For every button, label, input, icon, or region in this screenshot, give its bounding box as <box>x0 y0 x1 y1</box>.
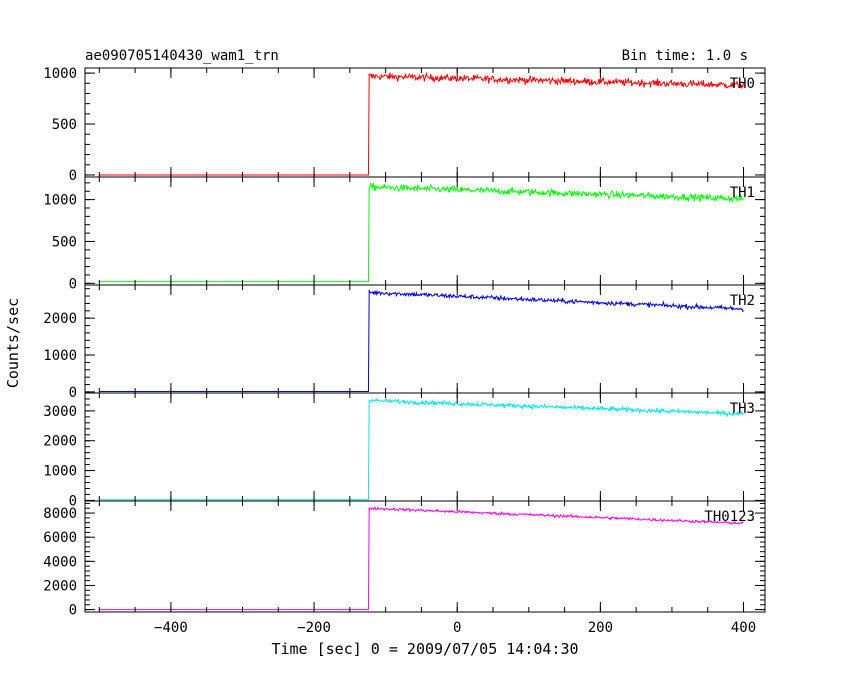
series-line-th0123 <box>99 506 744 611</box>
panel-th0123: 0 2000 4000 6000 8000 TH0123 <box>43 500 766 619</box>
bin-time-label: Bin time: 1.0 s <box>622 48 748 64</box>
series-line-th3 <box>99 397 744 501</box>
panel-frame <box>84 284 766 394</box>
panel-th2: 0 1000 2000 TH2 <box>43 284 766 401</box>
panel-th3: 0 1000 2000 3000 TH3 <box>43 392 766 509</box>
panel-frame <box>84 176 766 286</box>
y-tick-label: 2000 <box>43 311 77 327</box>
x-tick-label: −400 <box>154 620 188 636</box>
y-tick-label: 0 <box>69 276 77 292</box>
x-tick-label: −200 <box>297 620 331 636</box>
x-axis: −400 −200 0 200 400 <box>154 620 756 636</box>
series-label: TH3 <box>730 401 755 417</box>
y-tick-label: 2000 <box>43 578 77 594</box>
series-label: TH2 <box>730 293 755 309</box>
y-tick-label: 1000 <box>43 66 77 82</box>
chart-title: ae090705140430_wam1_trn <box>85 48 279 64</box>
series-line-th2 <box>99 289 744 393</box>
y-axis-label: Counts/sec <box>4 298 22 388</box>
panel-frame <box>84 500 766 613</box>
series-line-th1 <box>99 181 744 283</box>
y-tick-label: 3000 <box>43 404 77 420</box>
y-tick-label: 0 <box>69 385 77 401</box>
y-tick-label: 2000 <box>43 434 77 450</box>
series-line-th0 <box>99 71 745 176</box>
y-tick-label: 4000 <box>43 554 77 570</box>
y-tick-label: 500 <box>52 117 77 133</box>
series-label: TH0123 <box>704 509 755 525</box>
y-tick-label: 0 <box>69 168 77 184</box>
y-tick-label: 500 <box>52 234 77 250</box>
y-tick-label: 1000 <box>43 193 77 209</box>
x-tick-label: 400 <box>731 620 756 636</box>
y-tick-label: 1000 <box>43 348 77 364</box>
panel-th0: 0 500 1000 TH0 <box>43 66 766 184</box>
y-tick-label: 0 <box>69 493 77 509</box>
series-label: TH1 <box>730 185 755 201</box>
y-tick-label: 1000 <box>43 464 77 480</box>
y-tick-label: 8000 <box>43 506 77 522</box>
x-axis-label: Time [sec] 0 = 2009/07/05 14:04:30 <box>271 640 578 658</box>
panel-frame <box>84 67 766 178</box>
x-tick-label: 200 <box>588 620 613 636</box>
panels: 0 500 1000 TH0 0 500 1000 TH1 0 1000 2000 TH2 0 1000 2… <box>43 66 766 619</box>
y-tick-label: 0 <box>69 603 77 619</box>
y-tick-label: 6000 <box>43 530 77 546</box>
x-tick-label: 0 <box>453 620 461 636</box>
series-label: TH0 <box>730 76 755 92</box>
panel-th1: 0 500 1000 TH1 <box>43 176 766 292</box>
